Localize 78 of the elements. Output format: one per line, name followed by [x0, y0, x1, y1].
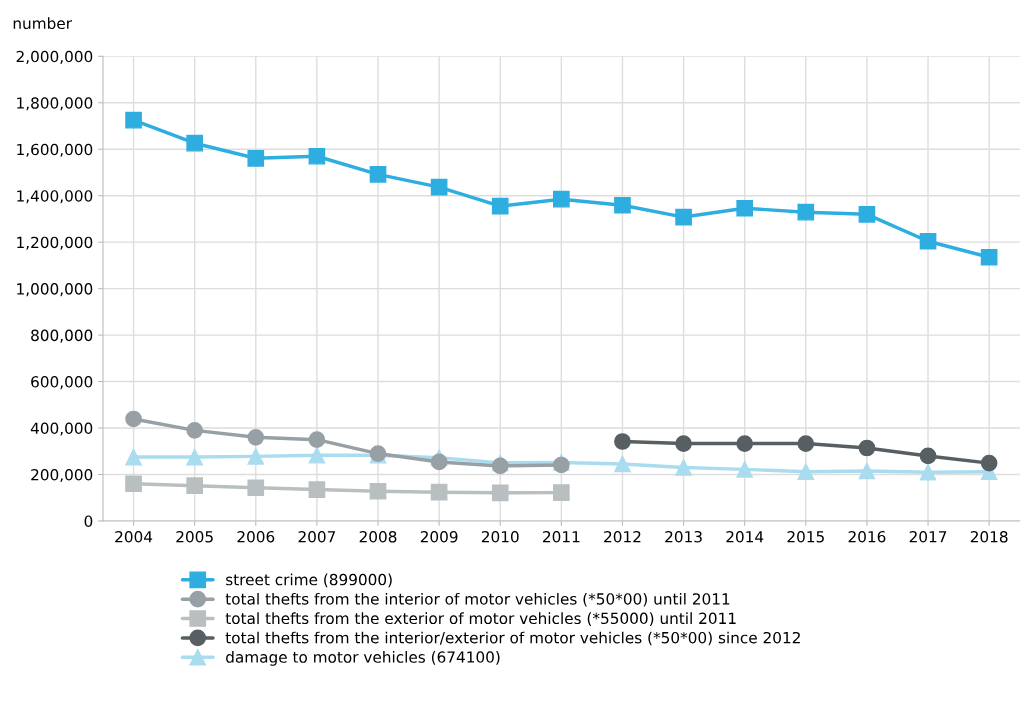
- point: [614, 455, 631, 473]
- x-tick-label: 2017: [909, 530, 947, 543]
- legend-label: street crime (899000): [226, 573, 392, 588]
- point: [186, 134, 204, 152]
- point: [675, 208, 692, 226]
- point: [125, 475, 142, 493]
- x-tick-label: 2012: [604, 530, 641, 543]
- y-tick-label: 800,000: [31, 329, 93, 343]
- point: [736, 461, 754, 478]
- point: [247, 428, 265, 446]
- x-tick-label: 2008: [359, 530, 397, 543]
- point: [186, 448, 204, 466]
- point: [491, 457, 509, 475]
- point: [553, 484, 570, 501]
- point: [675, 459, 692, 476]
- x-tick-label: 2014: [726, 530, 764, 543]
- legend-label: damage to motor vehicles (674100): [226, 651, 500, 666]
- point: [186, 477, 204, 494]
- point: [369, 166, 387, 183]
- point: [247, 149, 265, 167]
- point: [369, 482, 387, 500]
- point: [919, 463, 937, 481]
- point: [125, 111, 142, 129]
- x-tick-label: 2005: [176, 530, 213, 543]
- point: [125, 410, 142, 428]
- point: [797, 435, 815, 452]
- y-tick-label: 1,200,000: [17, 236, 93, 250]
- point: [614, 433, 631, 450]
- point: [430, 453, 448, 471]
- y-tick-label: 600,000: [31, 376, 93, 390]
- legend-label: total thefts from the interior/exterior of motor vehicles (*50*00) since 2012: [225, 631, 800, 646]
- legend-label: total thefts from the interior of motor vehicles (*50*00) until 2011: [225, 592, 730, 607]
- x-tick-label: 2004: [115, 530, 153, 543]
- x-tick-label: 2015: [787, 530, 824, 543]
- point: [614, 196, 631, 214]
- y-tick-label: 1,800,000: [17, 97, 93, 111]
- point: [736, 435, 754, 452]
- point: [980, 454, 998, 472]
- point: [736, 199, 754, 217]
- point: [247, 448, 265, 465]
- point: [491, 484, 509, 502]
- y-tick-label: 0: [84, 515, 93, 527]
- y-tick-label: 400,000: [30, 422, 93, 436]
- point: [797, 463, 815, 481]
- point: [308, 431, 326, 448]
- point: [553, 190, 570, 208]
- point: [308, 481, 326, 498]
- point: [919, 447, 937, 465]
- point: [675, 435, 692, 452]
- y-tick-label: 200,000: [31, 468, 93, 483]
- point: [858, 439, 876, 457]
- point: [797, 203, 815, 221]
- y-tick-label: 1,400,000: [17, 190, 93, 204]
- point: [919, 232, 937, 250]
- point: [186, 422, 204, 439]
- point: [980, 248, 998, 266]
- point: [430, 178, 448, 196]
- x-tick-label: 2011: [543, 530, 580, 543]
- x-tick-label: 2007: [298, 530, 336, 543]
- x-tick-label: 2018: [970, 530, 1008, 543]
- point: [308, 446, 326, 464]
- y-axis-title: number: [13, 17, 72, 30]
- y-tick-label: 1,600,000: [17, 143, 93, 157]
- x-tick-label: 2006: [237, 530, 275, 543]
- point: [858, 205, 876, 223]
- point: [858, 462, 876, 480]
- point: [308, 147, 326, 165]
- x-tick-label: 2016: [848, 530, 886, 543]
- legend-label: total thefts from the exterior of motor vehicles (*55000) until 2011: [225, 612, 736, 626]
- x-tick-label: 2009: [420, 530, 458, 543]
- point: [430, 483, 448, 501]
- point: [247, 479, 265, 497]
- point: [491, 197, 509, 215]
- y-tick-label: 2,000,000: [16, 50, 93, 64]
- y-tick-label: 1,000,000: [17, 283, 93, 297]
- x-tick-label: 2010: [481, 530, 519, 543]
- point: [125, 448, 142, 466]
- x-tick-label: 2013: [665, 530, 702, 543]
